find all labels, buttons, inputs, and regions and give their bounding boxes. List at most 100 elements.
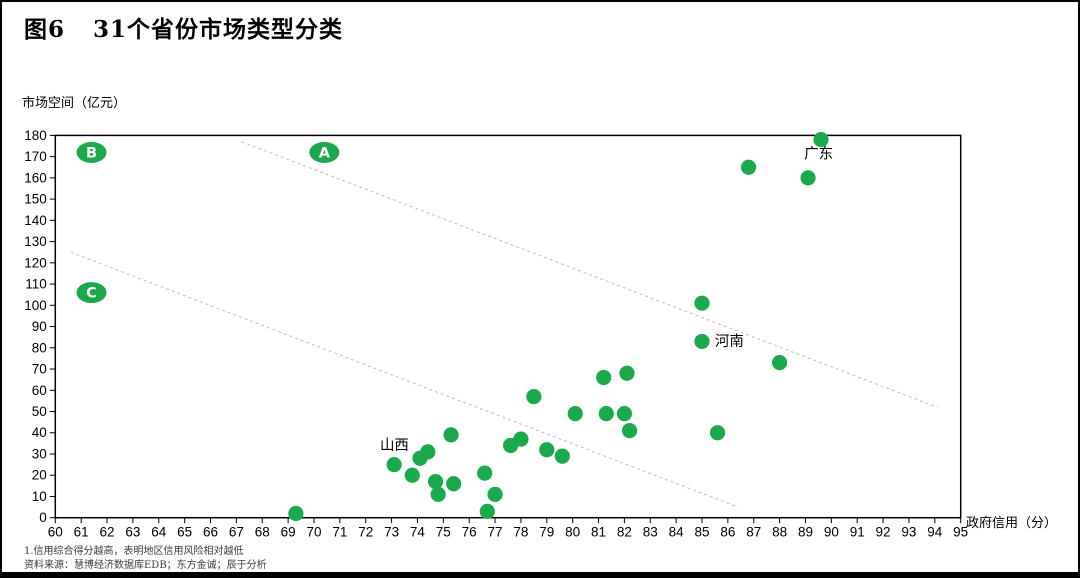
y-tick-label: 110	[25, 277, 47, 292]
y-tick-label: 160	[24, 170, 47, 185]
data-point	[513, 431, 529, 447]
zone-badge	[76, 282, 107, 304]
data-point	[554, 448, 570, 464]
x-tick-label: 83	[643, 525, 658, 540]
x-tick-label: 82	[617, 525, 632, 540]
x-tick-label: 60	[48, 525, 63, 540]
data-point	[616, 406, 632, 422]
x-tick-label: 87	[746, 525, 761, 540]
data-point	[709, 425, 726, 441]
figure-number: 图6	[24, 16, 66, 43]
province-label: 山西	[380, 437, 409, 454]
data-point	[800, 170, 816, 186]
y-tick-label: 140	[24, 213, 47, 228]
x-tick-label: 66	[203, 525, 218, 540]
y-tick-label: 130	[24, 234, 47, 249]
x-tick-label: 75	[436, 525, 451, 540]
x-tick-label: 70	[306, 525, 321, 540]
y-tick-label: 60	[32, 383, 47, 398]
x-tick-label: 94	[927, 525, 943, 540]
data-point	[740, 159, 757, 175]
x-axis-title: 政府信用（分）	[966, 516, 1058, 531]
y-axis-title: 市场空间（亿元）	[22, 96, 127, 111]
x-tick-label: 91	[850, 525, 865, 540]
data-point	[598, 406, 614, 422]
zone-badge-label: C	[86, 286, 97, 302]
x-tick-label: 72	[358, 525, 373, 540]
data-point	[694, 295, 710, 311]
data-point	[443, 427, 459, 443]
x-tick-label: 79	[539, 525, 554, 540]
data-point	[487, 486, 503, 502]
zone-badge-label: A	[319, 145, 331, 161]
x-tick-label: 95	[953, 525, 968, 540]
x-tick-label: 73	[384, 525, 399, 540]
data-point	[619, 365, 635, 381]
y-tick-label: 150	[24, 192, 47, 207]
zone-badge	[76, 141, 107, 163]
x-tick-label: 85	[694, 525, 709, 540]
data-point	[621, 423, 638, 439]
y-tick-label: 70	[32, 362, 47, 377]
data-point	[539, 442, 555, 458]
x-tick-label: 64	[151, 525, 167, 540]
page-title: 图6 31个省份市场类型分类	[24, 10, 343, 44]
footnotes: 1.信用综合得分越高，表明地区信用风险相对越低 资料来源：慧博经济数据库EDB；…	[24, 545, 267, 572]
data-point	[567, 406, 583, 422]
data-point	[813, 132, 829, 148]
data-point	[288, 505, 304, 522]
data-point	[404, 467, 420, 483]
y-tick-label: 0	[39, 510, 47, 525]
x-tick-label: 90	[824, 525, 839, 540]
data-point	[694, 333, 710, 350]
x-tick-label: 74	[410, 525, 426, 540]
y-tick-label: 30	[32, 446, 47, 461]
y-tick-label: 50	[32, 404, 47, 419]
y-tick-label: 40	[32, 425, 47, 440]
zone-badge	[309, 141, 340, 163]
province-label: 广东	[804, 146, 833, 163]
x-tick-label: 65	[177, 525, 192, 540]
y-tick-label: 120	[24, 255, 47, 270]
x-tick-label: 84	[669, 525, 685, 540]
x-tick-label: 77	[488, 525, 503, 540]
province-label: 河南	[715, 333, 744, 350]
y-tick-label: 80	[32, 340, 47, 355]
data-point	[430, 486, 446, 502]
footnote-2: 资料来源：慧博经济数据库EDB；东方金诚；辰于分析	[24, 560, 267, 571]
plot-frame	[54, 134, 962, 519]
x-tick-label: 81	[591, 525, 606, 540]
x-tick-label: 88	[772, 525, 787, 540]
footnote-1: 1.信用综合得分越高，表明地区信用风险相对越低	[24, 546, 244, 557]
data-point	[420, 444, 436, 460]
data-point	[479, 503, 495, 519]
data-point	[526, 389, 542, 405]
y-tick-label: 180	[24, 128, 47, 143]
x-tick-label: 61	[74, 525, 89, 540]
data-point	[772, 355, 788, 371]
figure-title: 31个省份市场类型分类	[93, 16, 344, 43]
x-tick-label: 93	[901, 525, 916, 540]
x-tick-label: 69	[281, 525, 296, 540]
x-tick-label: 68	[255, 525, 270, 540]
data-point	[386, 457, 402, 473]
y-tick-label: 100	[24, 298, 47, 313]
x-tick-label: 63	[125, 525, 140, 540]
x-tick-label: 67	[229, 525, 244, 540]
zone-boundary-line	[241, 141, 938, 408]
data-point	[446, 476, 462, 492]
x-tick-label: 76	[462, 525, 477, 540]
data-point	[427, 473, 444, 490]
data-point	[596, 369, 612, 386]
x-tick-label: 92	[876, 525, 891, 540]
x-tick-label: 80	[565, 525, 580, 540]
y-tick-label: 20	[32, 468, 47, 483]
y-tick-label: 170	[24, 149, 47, 164]
y-tick-label: 10	[32, 489, 47, 504]
x-tick-label: 71	[332, 525, 347, 540]
x-tick-label: 78	[513, 525, 528, 540]
x-tick-label: 86	[720, 525, 735, 540]
